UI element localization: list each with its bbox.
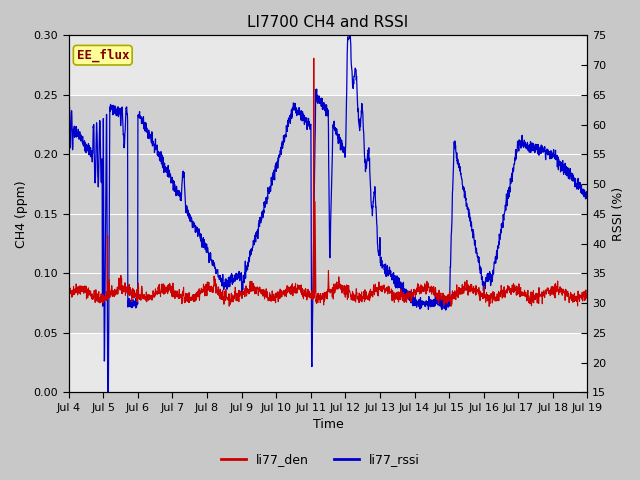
Y-axis label: RSSI (%): RSSI (%)	[612, 187, 625, 241]
Y-axis label: CH4 (ppm): CH4 (ppm)	[15, 180, 28, 248]
X-axis label: Time: Time	[313, 419, 344, 432]
Bar	[68, 95, 588, 333]
Legend: li77_den, li77_rssi: li77_den, li77_rssi	[216, 448, 424, 471]
Text: EE_flux: EE_flux	[77, 48, 129, 62]
Title: LI7700 CH4 and RSSI: LI7700 CH4 and RSSI	[248, 15, 409, 30]
